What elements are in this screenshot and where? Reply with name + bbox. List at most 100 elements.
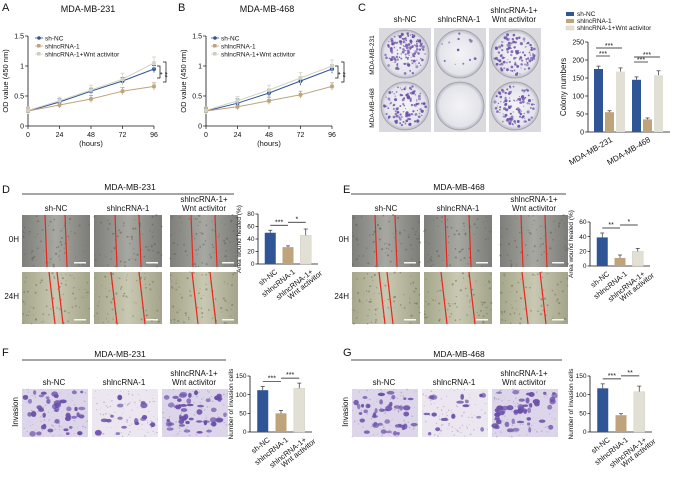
wound-edge-line	[64, 214, 68, 268]
cell-speck	[199, 246, 201, 248]
cell-speck	[455, 229, 458, 232]
y-tick-label: 100	[572, 94, 584, 101]
colony	[524, 96, 527, 99]
membrane-pore	[454, 428, 456, 430]
invasion-image	[92, 389, 158, 437]
cell-speck	[561, 290, 564, 293]
membrane-pore	[121, 412, 123, 414]
colony	[403, 87, 406, 89]
membrane-pore	[425, 420, 427, 423]
membrane-pore	[126, 421, 128, 423]
cell-speck	[125, 279, 128, 281]
cell-speck	[446, 219, 449, 221]
cell-speck	[384, 300, 385, 301]
membrane-pore	[434, 433, 436, 436]
column-label: shlncRNA-1+	[500, 369, 548, 378]
column-label: Wnt activitor	[182, 204, 226, 213]
membrane-pore	[121, 435, 124, 438]
membrane-pore	[211, 395, 213, 397]
membrane-pore	[378, 399, 380, 401]
colony	[512, 111, 514, 113]
membrane-pore	[162, 408, 163, 409]
bar	[594, 69, 603, 132]
cell-speck	[374, 308, 377, 311]
cell-speck	[183, 243, 185, 246]
cell-speck	[427, 316, 429, 317]
invaded-cell	[410, 422, 418, 427]
colony	[526, 102, 529, 105]
colony	[396, 49, 399, 52]
invaded-cell	[532, 398, 540, 405]
colony	[406, 51, 410, 55]
y-tick-label: 0	[583, 429, 587, 436]
cell-speck	[355, 258, 358, 261]
membrane-pore	[74, 433, 76, 434]
membrane-pore	[383, 426, 385, 429]
invaded-cell	[47, 428, 54, 433]
cell-speck	[237, 231, 239, 233]
invaded-cell	[193, 390, 199, 396]
cell-speck	[476, 311, 478, 314]
row-label: Invasion	[341, 397, 350, 427]
colony	[409, 34, 412, 36]
membrane-pore	[515, 431, 517, 433]
cell-speck	[148, 283, 151, 286]
cell-speck	[488, 280, 490, 282]
membrane-pore	[428, 414, 431, 416]
membrane-pore	[372, 403, 374, 405]
membrane-pore	[34, 395, 36, 397]
cell-speck	[382, 214, 385, 217]
colony	[421, 111, 424, 113]
wound-edge-line	[191, 271, 199, 325]
membrane-pore	[357, 423, 360, 425]
cell-speck	[60, 282, 63, 285]
colony	[387, 43, 390, 47]
cell-speck	[142, 291, 144, 293]
bar	[633, 391, 645, 433]
cell-speck	[556, 283, 559, 286]
cell-speck	[180, 230, 182, 231]
cell-speck	[409, 301, 411, 304]
cell-speck	[388, 248, 390, 250]
y-axis-label: Area wound healed (%)	[236, 205, 243, 273]
invaded-cell	[525, 397, 530, 404]
panel-a-chart: 00.511.50 24 48 72 96(hours)OD value (450 nm…	[1, 34, 158, 149]
invaded-cell	[496, 391, 502, 394]
cell-speck	[505, 301, 508, 303]
cell-speck	[432, 219, 434, 222]
membrane-pore	[394, 410, 396, 412]
cell-speck	[485, 306, 488, 309]
membrane-pore	[26, 430, 28, 433]
cell-speck	[93, 216, 96, 218]
membrane-pore	[198, 391, 200, 394]
cell-speck	[388, 220, 390, 223]
colony	[397, 86, 399, 89]
cell-speck	[526, 257, 528, 259]
row-label: 24H	[334, 292, 349, 301]
invaded-cell	[548, 424, 554, 430]
membrane-pore	[445, 412, 447, 414]
colony	[502, 113, 504, 115]
invaded-cell	[77, 431, 83, 436]
cell-speck	[562, 321, 564, 323]
colony	[526, 42, 528, 45]
cell-speck	[375, 313, 377, 316]
cell-speck	[147, 246, 149, 248]
membrane-pore	[469, 433, 472, 436]
cell-speck	[107, 320, 110, 323]
cell-speck	[369, 285, 371, 288]
colony	[497, 51, 501, 54]
colony	[515, 36, 519, 40]
cell-speck	[499, 254, 502, 257]
membrane-pore	[192, 390, 194, 392]
cell-speck	[224, 299, 227, 302]
membrane-pore	[128, 402, 130, 405]
y-tick-label: 0	[198, 124, 202, 131]
cell-speck	[33, 255, 36, 258]
cell-speck	[447, 235, 450, 238]
invaded-cell	[141, 415, 148, 420]
membrane-pore	[508, 436, 510, 438]
membrane-pore	[163, 412, 165, 414]
cell-speck	[199, 232, 201, 234]
